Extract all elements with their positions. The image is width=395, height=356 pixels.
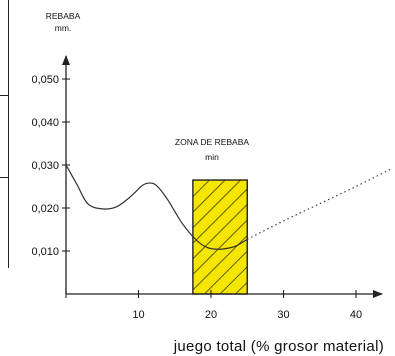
y-axis-title: REBABA	[46, 11, 81, 21]
extrapolated-curve	[247, 167, 393, 240]
y-tick-label: 0,030	[31, 160, 59, 172]
y-tick-label: 0,040	[31, 117, 59, 129]
burr-curve	[65, 164, 248, 250]
y-tick-label: 0,020	[31, 203, 59, 215]
border-tick	[0, 177, 8, 178]
zona-de-rebaba-box	[192, 179, 248, 295]
x-tick-label: 20	[205, 309, 217, 321]
y-tick-label: 0,010	[31, 246, 59, 258]
y-axis-unit: mm.	[55, 23, 72, 33]
x-tick-label: 10	[132, 309, 144, 321]
y-tick-label: 0,050	[31, 74, 59, 86]
zone-label: ZONA DE REBABA	[175, 137, 249, 147]
x-tick-label: 40	[350, 309, 362, 321]
x-tick-label: 30	[277, 309, 289, 321]
zone-sublabel: min	[205, 152, 219, 162]
x-axis-title: juego total (% grosor material)	[173, 338, 384, 355]
left-border-panel	[0, 0, 9, 268]
border-tick	[0, 95, 8, 96]
